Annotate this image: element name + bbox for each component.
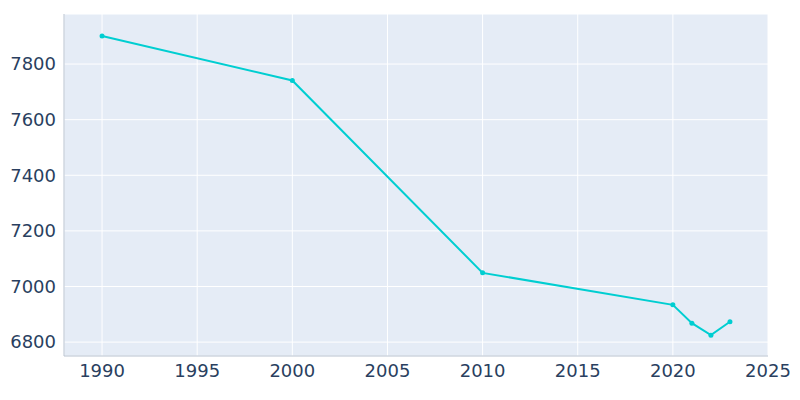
svg-text:2010: 2010 <box>460 360 506 381</box>
svg-text:1990: 1990 <box>79 360 125 381</box>
svg-text:2015: 2015 <box>555 360 601 381</box>
svg-text:7600: 7600 <box>10 109 56 130</box>
svg-text:6800: 6800 <box>10 331 56 352</box>
svg-text:7000: 7000 <box>10 276 56 297</box>
svg-text:2020: 2020 <box>650 360 696 381</box>
svg-text:7200: 7200 <box>10 220 56 241</box>
svg-text:2000: 2000 <box>269 360 315 381</box>
svg-text:1995: 1995 <box>174 360 220 381</box>
svg-text:2025: 2025 <box>745 360 791 381</box>
svg-text:7400: 7400 <box>10 165 56 186</box>
svg-text:2005: 2005 <box>365 360 411 381</box>
svg-text:7800: 7800 <box>10 53 56 74</box>
